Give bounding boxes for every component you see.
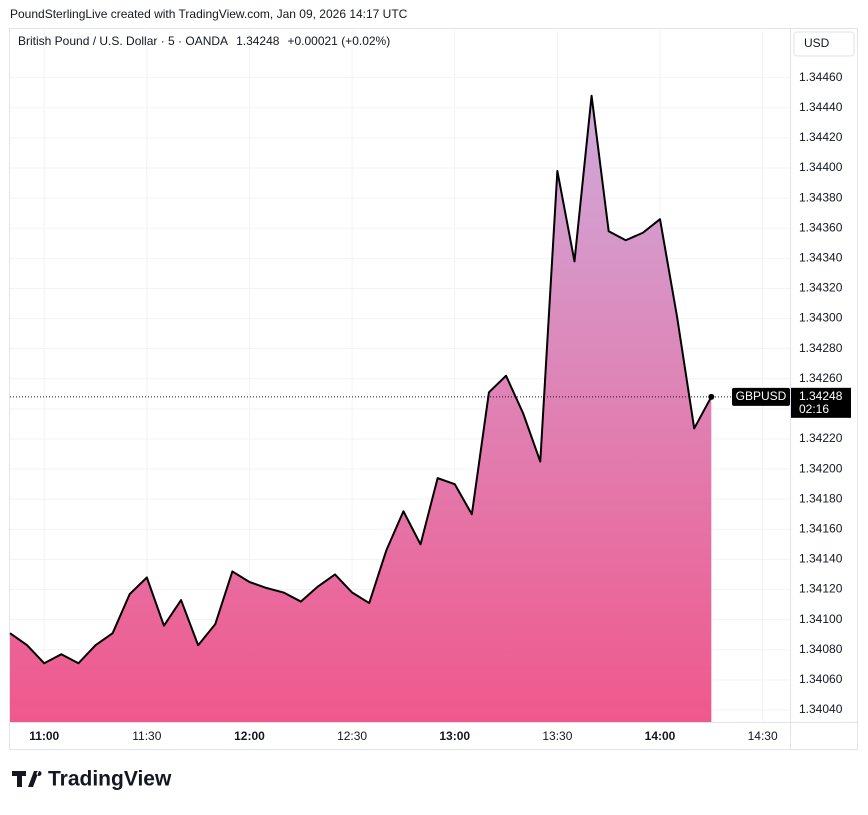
x-tick-label: 13:30: [542, 729, 572, 743]
change: +0.00021 (+0.02%): [287, 34, 390, 48]
plot: [9, 94, 790, 723]
header: PoundSterlingLive created with TradingVi…: [10, 7, 408, 21]
x-tick-label: 13:00: [439, 729, 470, 743]
last: 1.34248: [236, 34, 280, 48]
series-label: GBPUSD: [736, 389, 787, 403]
y-tick-label: 1.34260: [799, 371, 843, 385]
line: [9, 94, 713, 665]
y-tick-label: 1.34060: [799, 672, 843, 686]
price-label: 1.34248: [799, 389, 843, 403]
y-tick-label: 1.34100: [799, 612, 843, 626]
frame: [9, 28, 858, 750]
y-tick-label: 1.34140: [799, 552, 843, 566]
y-tick-label: 1.34440: [799, 100, 843, 114]
x-tick-label: 12:30: [337, 729, 367, 743]
currency-button[interactable]: [793, 31, 855, 57]
symbol-title: British Pound / U.S. Dollar · 5 · OANDA: [18, 34, 228, 48]
y-tick-label: 1.34460: [799, 70, 843, 84]
logo-icon: [12, 771, 42, 787]
x-tick-label: 14:30: [748, 729, 778, 743]
price-label-box: [791, 387, 851, 418]
y-tick-label: 1.34280: [799, 341, 843, 355]
x-tick-label: 11:30: [132, 729, 161, 743]
y-tick-label: 1.34380: [799, 190, 843, 204]
y-tick-label: 1.34360: [799, 220, 843, 234]
logo-text: TradingView: [48, 768, 172, 791]
logo: TradingView: [12, 768, 172, 791]
y-tick-label: 1.34340: [799, 251, 843, 265]
y-tick-label: 1.34200: [799, 461, 843, 475]
legend: British Pound / U.S. Dollar · 5 · OANDA 1…: [18, 34, 390, 48]
y-tick-label: 1.34300: [799, 311, 843, 325]
currency[interactable]: USD: [804, 36, 830, 50]
y-tick-label: 1.34400: [799, 160, 843, 174]
y-tick-label: 1.34220: [799, 431, 843, 445]
area: [10, 95, 712, 723]
countdown: 02:16: [799, 402, 829, 416]
y-tick-label: 1.34320: [799, 281, 843, 295]
x-tick-label: 12:00: [234, 729, 265, 743]
y-tick-label: 1.34120: [799, 582, 843, 596]
y-tick-label: 1.34180: [799, 491, 843, 505]
y-tick-label: 1.34040: [799, 702, 843, 716]
x-tick-label: 11:00: [29, 729, 59, 743]
x-tick-label: 14:00: [645, 729, 676, 743]
series-label-box: [732, 387, 790, 406]
y-tick-label: 1.34160: [799, 521, 843, 535]
y-tick-label: 1.34420: [799, 130, 843, 144]
last-point: [708, 393, 715, 400]
y-tick-label: 1.34080: [799, 642, 843, 656]
